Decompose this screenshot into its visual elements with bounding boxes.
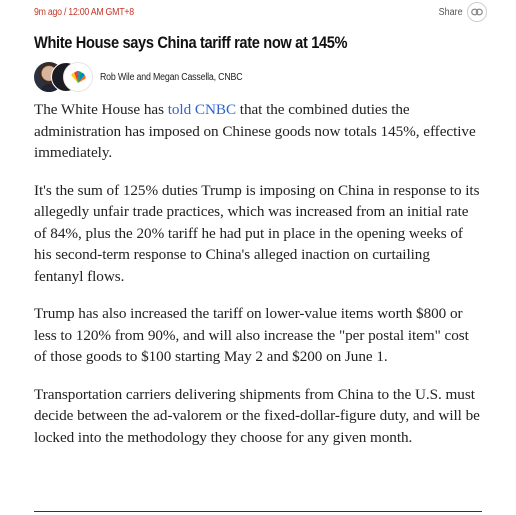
byline-row: Rob Wile and Megan Cassella, CNBC	[34, 62, 482, 92]
paragraph-text: that the combined duties the administrat…	[34, 101, 476, 161]
post-meta-row: 9m ago / 12:00 AM GMT+8 Share	[34, 1, 487, 23]
post-body: The White House has told CNBC that the c…	[34, 99, 482, 448]
post-divider	[34, 511, 482, 512]
post-paragraph: Trump has also increased the tariff on l…	[34, 305, 469, 365]
nbc-peacock-icon	[63, 62, 93, 92]
post-paragraph: The White House has told CNBC that the c…	[34, 99, 482, 164]
author-avatars	[34, 62, 93, 92]
share-button[interactable]: Share	[436, 2, 487, 22]
share-label: Share	[438, 6, 463, 18]
told-cnbc-link[interactable]: told CNBC	[167, 101, 237, 118]
post-headline: White House says China tariff rate now a…	[34, 33, 348, 52]
post-paragraph: It's the sum of 125% duties Trump is imp…	[34, 181, 480, 285]
post-timestamp: 9m ago / 12:00 AM GMT+8	[34, 6, 134, 18]
link-chain-icon	[467, 2, 487, 22]
live-blog-post: 9m ago / 12:00 AM GMT+8 Share White Hous…	[34, 0, 487, 464]
post-byline: Rob Wile and Megan Cassella, CNBC	[100, 71, 243, 83]
post-paragraph: Transportation carriers delivering shipm…	[34, 385, 480, 446]
paragraph-text: The White House has	[34, 101, 168, 118]
